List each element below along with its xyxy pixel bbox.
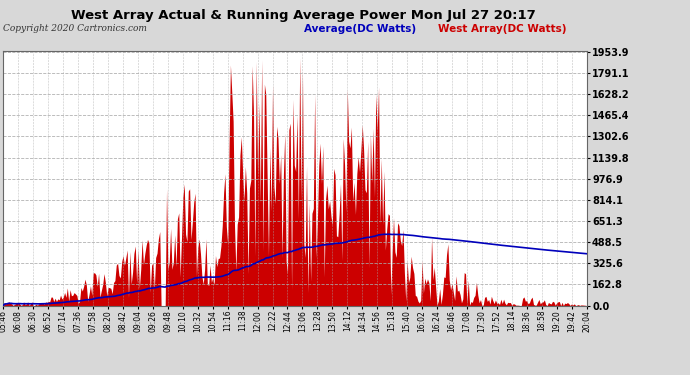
Text: Average(DC Watts): Average(DC Watts) [304, 24, 415, 34]
Text: West Array Actual & Running Average Power Mon Jul 27 20:17: West Array Actual & Running Average Powe… [71, 9, 536, 22]
Text: Copyright 2020 Cartronics.com: Copyright 2020 Cartronics.com [3, 24, 148, 33]
Text: West Array(DC Watts): West Array(DC Watts) [438, 24, 566, 34]
